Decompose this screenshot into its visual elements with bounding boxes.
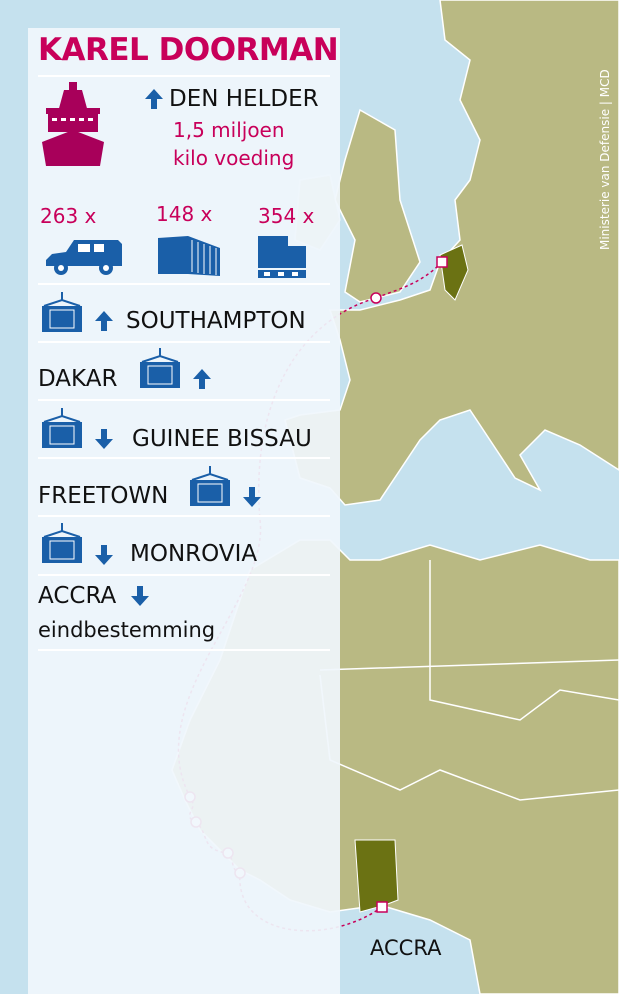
vehicle-count: 263 x (40, 204, 97, 228)
arrow-down-icon (95, 545, 113, 565)
ghana-highlight (354, 839, 399, 913)
container-crane-icon (140, 348, 180, 388)
ship-icon (42, 82, 104, 166)
stop-monrovia: MONROVIA (130, 541, 258, 567)
border-lines (429, 560, 619, 721)
arrow-up-icon (193, 369, 211, 389)
pallet-icon (258, 236, 306, 278)
divider (38, 649, 330, 651)
cargo-amount: 1,5 miljoen (173, 118, 285, 142)
arrow-down-icon (243, 487, 261, 507)
container-crane-icon (42, 408, 82, 448)
container-crane-icon (190, 466, 230, 506)
divider (38, 574, 330, 576)
vehicle-icon (46, 240, 122, 275)
cargo-description: kilo voeding (173, 146, 295, 170)
shipping-container-icon (158, 236, 220, 276)
stop-dakar: DAKAR (38, 366, 118, 392)
container-crane-icon (42, 523, 82, 563)
stop-guinee-bissau: GUINEE BISSAU (132, 426, 312, 452)
container-crane-icon (42, 292, 82, 332)
pallet-count: 354 x (258, 204, 315, 228)
divider (38, 399, 330, 401)
origin-port: DEN HELDER (169, 86, 319, 112)
map-label-accra: ACCRA (370, 936, 442, 960)
arrow-up-icon (145, 89, 163, 109)
great-britain-land (334, 108, 421, 303)
divider (38, 457, 330, 459)
border-lines (319, 659, 619, 671)
stop-freetown: FREETOWN (38, 483, 169, 509)
arrow-down-icon (131, 586, 149, 606)
final-destination-note: eindbestemming (38, 618, 216, 642)
stop-accra: ACCRA (38, 583, 117, 609)
info-panel: KAREL DOORMAN DEN HELDER 1,5 miljoen kil… (28, 28, 340, 994)
port-marker-southampton (370, 292, 382, 304)
divider (38, 75, 330, 77)
arrow-down-icon (95, 429, 113, 449)
arrow-up-icon (95, 311, 113, 331)
credit: Ministerie van Defensie | MCD (598, 69, 612, 250)
divider (38, 515, 330, 517)
container-count: 148 x (156, 202, 213, 226)
port-marker-accra (376, 901, 388, 913)
page-title: KAREL DOORMAN (38, 32, 339, 68)
divider (38, 283, 330, 285)
port-marker-den-helder (436, 256, 448, 268)
divider (38, 341, 330, 343)
stop-southampton: SOUTHAMPTON (126, 308, 306, 334)
